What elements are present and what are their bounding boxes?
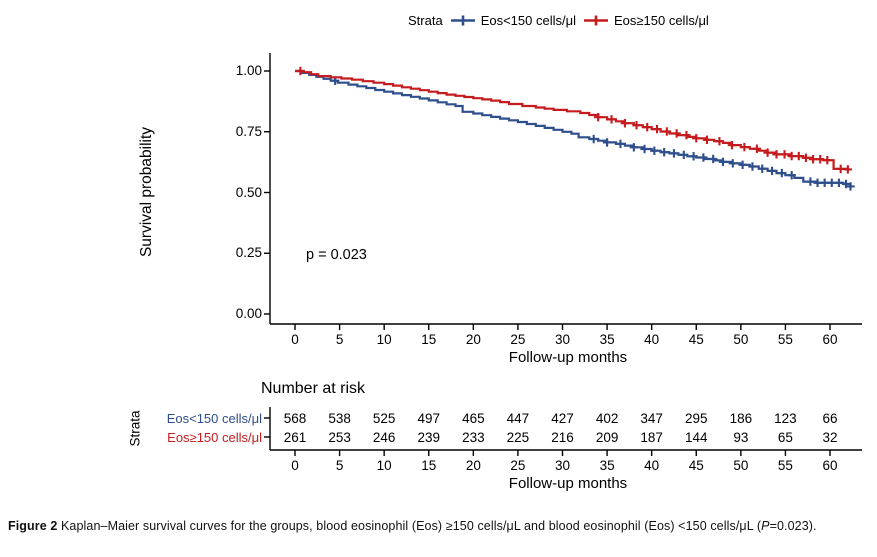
risk-x-tick-label: 55 — [777, 458, 793, 473]
x-axis-title: Follow-up months — [508, 349, 628, 366]
x-tick-label: 0 — [291, 332, 299, 347]
risk-count: 465 — [462, 411, 485, 426]
y-tick-label: 0.00 — [235, 306, 262, 321]
risk-count: 497 — [417, 411, 441, 426]
caption-figure-number: Figure 2 — [8, 519, 58, 533]
plus-marker-glyph — [450, 15, 475, 26]
risk-row-label-eos-ge150: Eos≥150 cells/μl — [167, 430, 262, 445]
risk-x-tick-label: 35 — [599, 458, 615, 473]
risk-count: 538 — [328, 411, 351, 426]
legend-item-eos-ge150: Eos≥150 cells/μl — [583, 13, 709, 28]
risk-count: 65 — [777, 430, 793, 445]
risk-x-tick-label: 10 — [376, 458, 392, 473]
risk-count: 246 — [372, 430, 396, 445]
risk-strata-axis-title: Strata — [127, 410, 143, 447]
x-tick-label: 50 — [733, 332, 749, 347]
risk-count: 261 — [283, 430, 307, 445]
x-tick-label: 55 — [777, 332, 793, 347]
risk-count: 239 — [417, 430, 441, 445]
risk-count: 225 — [506, 430, 530, 445]
caption-p-symbol: P — [761, 519, 770, 533]
risk-x-tick-label: 20 — [465, 458, 481, 473]
x-tick-label: 15 — [421, 332, 437, 347]
risk-x-tick-label: 5 — [335, 458, 344, 473]
y-tick-label: 0.75 — [235, 123, 262, 139]
x-tick-label: 5 — [335, 332, 344, 347]
y-tick-label: 0.25 — [235, 245, 262, 261]
caption-tail: =0.023). — [769, 519, 817, 533]
risk-count: 93 — [733, 430, 749, 445]
y-tick-label: 1.00 — [235, 63, 262, 78]
legend-label: Eos<150 cells/μl — [480, 13, 576, 28]
figure-caption: Figure 2 Kaplan–Maier survival curves fo… — [8, 519, 870, 533]
risk-x-tick-label: 0 — [291, 458, 299, 473]
risk-x-tick-label: 45 — [688, 458, 704, 473]
risk-count: 144 — [684, 430, 708, 445]
risk-count: 187 — [640, 430, 663, 445]
risk-count: 32 — [822, 430, 838, 445]
plus-marker-glyph — [583, 15, 608, 26]
risk-x-tick-label: 25 — [510, 458, 526, 473]
y-tick-label: 0.50 — [235, 184, 262, 200]
survival-curve-eos-ge150 — [295, 69, 849, 170]
risk-count: 66 — [822, 411, 838, 426]
risk-count: 447 — [506, 411, 530, 426]
survival-curve-eos-lt150 — [295, 69, 852, 187]
plus-marker-icon — [450, 14, 476, 27]
risk-table-title: Number at risk — [261, 380, 366, 397]
x-tick-label: 35 — [599, 332, 615, 347]
risk-x-axis-title: Follow-up months — [508, 475, 628, 492]
risk-count: 295 — [684, 411, 708, 426]
y-axis-title: Survival probability — [138, 126, 155, 258]
risk-count: 123 — [774, 411, 797, 426]
x-tick-label: 25 — [510, 332, 526, 347]
p-value-annotation: p = 0.023 — [306, 247, 367, 263]
x-tick-label: 45 — [688, 332, 704, 347]
plus-marker-icon — [583, 14, 609, 27]
risk-count: 402 — [595, 411, 619, 426]
risk-x-tick-label: 50 — [733, 458, 749, 473]
caption-text: Kaplan–Maier survival curves for the gro… — [57, 519, 762, 533]
risk-count: 253 — [328, 430, 351, 445]
risk-row-label-eos-lt150: Eos<150 cells/μl — [166, 411, 262, 426]
x-tick-label: 40 — [644, 332, 660, 347]
risk-count: 216 — [551, 430, 574, 445]
risk-count: 525 — [372, 411, 396, 426]
x-tick-label: 20 — [465, 332, 481, 347]
x-tick-label: 30 — [554, 332, 571, 347]
risk-count: 568 — [283, 411, 307, 426]
legend-label: Eos≥150 cells/μl — [613, 13, 709, 28]
risk-count: 347 — [640, 411, 663, 426]
risk-x-tick-label: 40 — [644, 458, 660, 473]
risk-x-tick-label: 60 — [822, 458, 838, 473]
risk-count: 209 — [595, 430, 619, 445]
risk-count: 427 — [551, 411, 574, 426]
risk-count: 186 — [729, 411, 753, 426]
x-tick-label: 60 — [822, 332, 838, 347]
legend-title: Strata — [408, 13, 443, 28]
x-tick-label: 10 — [376, 332, 392, 347]
risk-count: 233 — [462, 430, 485, 445]
legend: Strata Eos<150 cells/μl Eos≥150 cells/μl — [408, 13, 709, 28]
legend-item-eos-lt150: Eos<150 cells/μl — [450, 13, 576, 28]
risk-x-tick-label: 30 — [554, 458, 571, 473]
risk-x-tick-label: 15 — [421, 458, 437, 473]
